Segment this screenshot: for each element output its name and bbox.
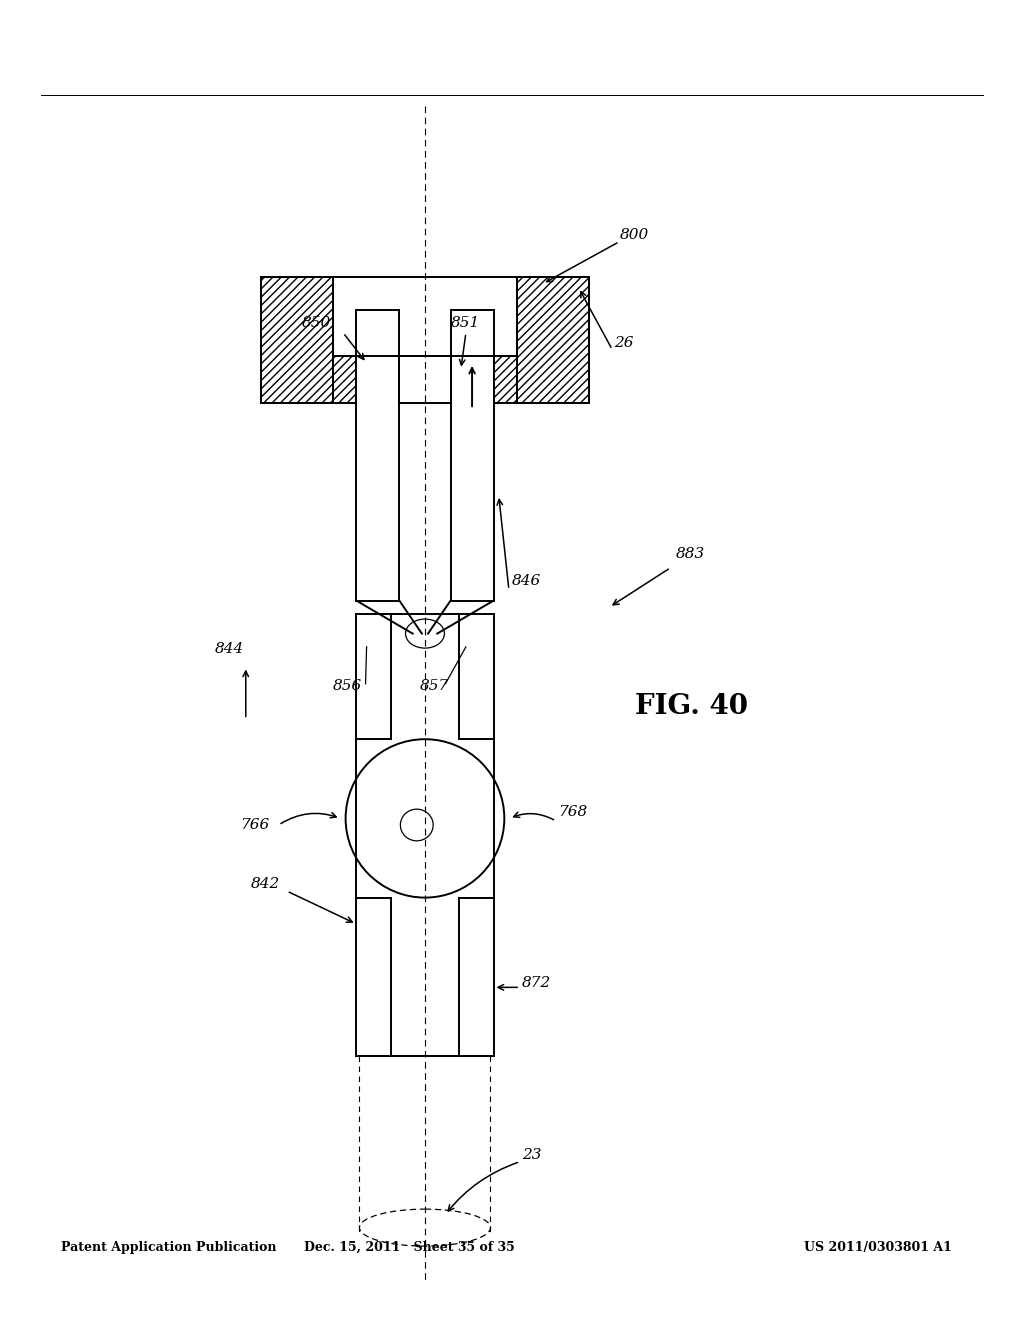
- Text: 26: 26: [614, 337, 634, 350]
- Text: 850: 850: [302, 317, 332, 330]
- Polygon shape: [494, 356, 517, 403]
- Text: 857: 857: [420, 680, 450, 693]
- Text: 768: 768: [558, 805, 588, 818]
- Text: 23: 23: [522, 1148, 542, 1162]
- Text: Patent Application Publication: Patent Application Publication: [61, 1241, 276, 1254]
- Polygon shape: [356, 310, 399, 601]
- Text: 872: 872: [522, 977, 552, 990]
- Polygon shape: [261, 277, 333, 403]
- Polygon shape: [333, 356, 356, 403]
- Text: 800: 800: [620, 228, 649, 242]
- Text: 842: 842: [251, 878, 281, 891]
- Polygon shape: [451, 310, 494, 601]
- Text: 844: 844: [215, 643, 245, 656]
- Text: 883: 883: [676, 548, 706, 561]
- Text: Dec. 15, 2011   Sheet 35 of 35: Dec. 15, 2011 Sheet 35 of 35: [304, 1241, 515, 1254]
- Text: 766: 766: [241, 818, 270, 832]
- Text: 846: 846: [512, 574, 542, 587]
- Text: US 2011/0303801 A1: US 2011/0303801 A1: [805, 1241, 952, 1254]
- Text: 851: 851: [451, 317, 480, 330]
- Text: 856: 856: [333, 680, 362, 693]
- Polygon shape: [517, 277, 589, 403]
- Text: FIG. 40: FIG. 40: [635, 693, 748, 719]
